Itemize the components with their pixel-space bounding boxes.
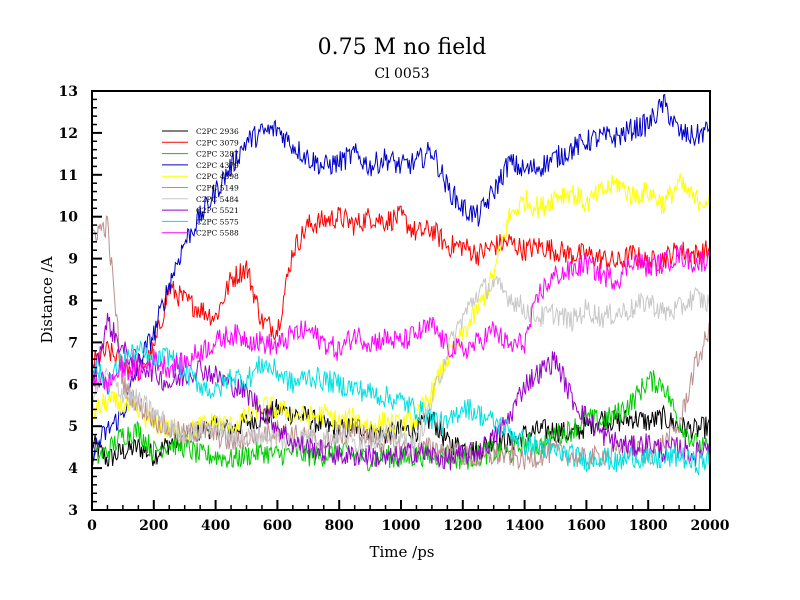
x-tick-label: 2000 xyxy=(691,518,730,534)
series-line-3 xyxy=(91,370,711,472)
y-tick-label: 8 xyxy=(68,294,78,310)
x-tick-label: 0 xyxy=(87,518,97,534)
x-tick-label: 600 xyxy=(263,518,292,534)
legend-label: C2PC 5521 xyxy=(196,206,239,215)
y-axis-label: Distance /A xyxy=(38,256,56,343)
series-line-10 xyxy=(91,243,711,395)
legend-label: C2PC 4398 xyxy=(196,172,239,181)
x-tick-label: 1800 xyxy=(629,518,668,534)
legend: C2PC 2936 C2PC 3079 C2PC 3287 C2PC 4379 C2PC… xyxy=(162,127,239,238)
legend-label: C2PC 5588 xyxy=(196,229,239,238)
x-tick-label: 200 xyxy=(139,518,168,534)
x-tick-label: 1400 xyxy=(505,518,544,534)
y-tick-label: 5 xyxy=(68,419,78,435)
legend-label: C2PC 2936 xyxy=(196,127,239,136)
y-tick-label: 9 xyxy=(68,252,78,268)
y-tick-label: 10 xyxy=(59,210,79,226)
series-line-7 xyxy=(91,275,711,454)
legend-label: C2PC 4379 xyxy=(196,161,239,170)
series-line-9 xyxy=(91,340,711,476)
x-tick-label: 400 xyxy=(201,518,230,534)
series-line-4 xyxy=(91,93,711,462)
y-tick-label: 13 xyxy=(59,84,78,100)
x-axis-label: Time /ps xyxy=(369,543,434,561)
x-tick-label: 1200 xyxy=(443,518,482,534)
y-tick-label: 11 xyxy=(59,168,78,184)
y-tick-label: 6 xyxy=(68,377,78,393)
y-axis: 3 4 5 6 7 8 9 10 11 12 13 xyxy=(59,84,102,519)
legend-label: C2PC 5575 xyxy=(196,217,239,226)
legend-label: C2PC 3079 xyxy=(196,138,239,147)
y-tick-label: 12 xyxy=(59,126,78,142)
x-tick-label: 1600 xyxy=(567,518,606,534)
series-layer xyxy=(91,93,711,476)
legend-label: C2PC 5149 xyxy=(196,184,239,193)
y-tick-label: 7 xyxy=(68,335,78,351)
legend-label: C2PC 3287 xyxy=(196,150,239,159)
x-axis: 0 200 400 600 800 1000 1200 1400 1600 1800 2000 xyxy=(87,500,730,534)
y-tick-label: 4 xyxy=(68,461,78,477)
x-tick-label: 1000 xyxy=(382,518,421,534)
chart-title: 0.75 M no field xyxy=(318,35,487,60)
legend-label: C2PC 5484 xyxy=(196,195,239,204)
y-tick-label: 3 xyxy=(68,503,78,519)
chart-subtitle: Cl 0053 xyxy=(374,66,429,82)
x-tick-label: 800 xyxy=(325,518,354,534)
